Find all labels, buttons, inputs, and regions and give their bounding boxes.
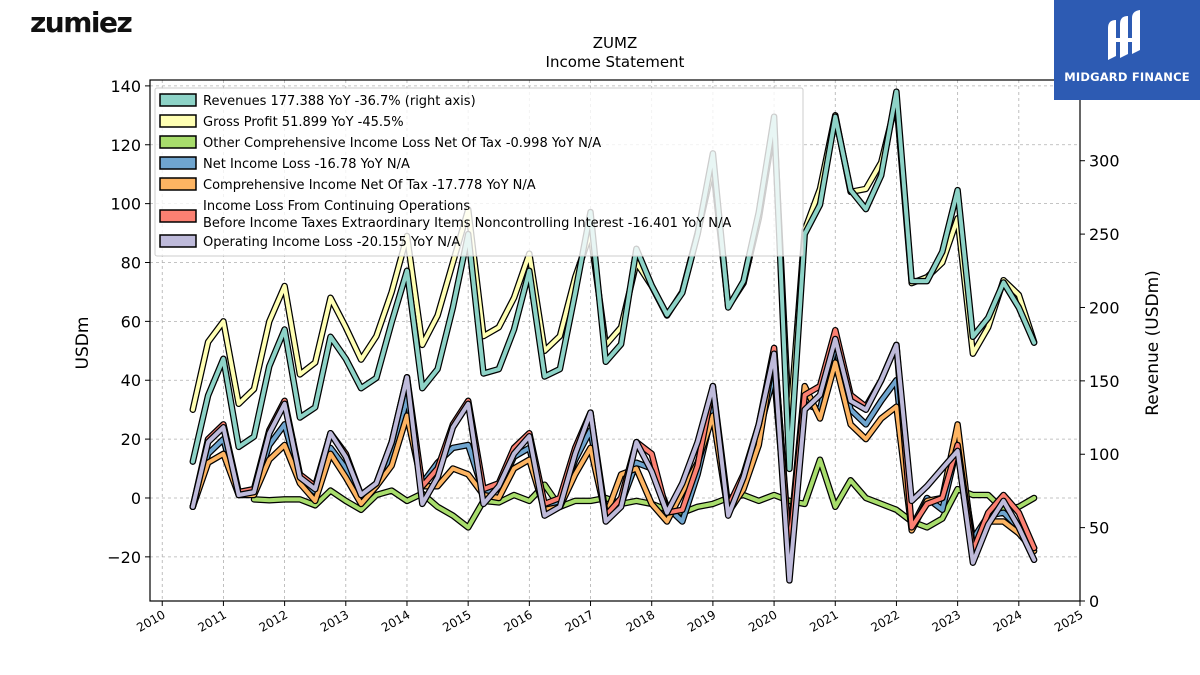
y-axis-label-right: Revenue (USDm) [1143,270,1163,416]
series-operating [189,335,1038,584]
legend-label-revenues: Revenues 177.388 YoY -36.7% (right axis) [203,94,476,109]
legend-swatch-comprehensive [159,177,197,191]
x-tick-label: 2019 [685,607,718,634]
y-tick-label-left: 60 [121,312,141,331]
chart-title: ZUMZ [593,34,637,52]
x-tick-label: 2023 [930,607,963,634]
y-tick-label-left: 0 [131,489,141,508]
legend-swatch-pretax [159,209,197,223]
series-lines [189,88,1038,584]
x-tick-label: 2017 [563,607,596,634]
x-tick-label: 2010 [134,607,167,634]
y-tick-label-right: 300 [1089,152,1120,171]
legend-label-pretax: Income Loss From Continuing Operations [203,199,470,214]
x-tick-label: 2013 [318,607,351,634]
x-tick-label: 2020 [746,607,779,634]
brand-logo: zumiez [30,6,133,39]
legend-label-net_income: Net Income Loss -16.78 YoY N/A [203,157,410,172]
series-revenues [189,88,1038,473]
y-tick-label-right: 50 [1089,519,1109,538]
x-tick-label: 2016 [501,607,534,634]
series-line-revenues [190,89,1037,471]
legend-swatch-operating [159,234,197,248]
plot-frame [149,79,1081,602]
y-tick-label-right: 200 [1089,298,1120,317]
legend-label-gross_profit: Gross Profit 51.899 YoY -45.5% [203,115,404,130]
y-tick-label-right: 150 [1089,372,1120,391]
y-tick-label-left: 80 [121,253,141,272]
y-tick-label-left: 40 [121,371,141,390]
y-tick-label-left: 140 [110,77,141,96]
legend-label-ocil: Other Comprehensive Income Loss Net Of T… [203,136,601,151]
legend-box [154,87,804,257]
legend-swatch-ocil [159,135,197,149]
legend-label-operating: Operating Income Loss -20.155 YoY N/A [203,235,460,250]
midgard-logo-icon [1108,10,1140,60]
y-tick-label-left: 120 [110,136,141,155]
series-comprehensive [189,347,1038,555]
legend: Revenues 177.388 YoY -36.7% (right axis)… [154,87,804,257]
x-tick-label: 2015 [440,607,473,634]
y-tick-label-left: −20 [107,548,141,567]
y-tick-label-right: 250 [1089,225,1120,244]
y-axis-label-left: USDm [73,317,93,370]
y-tick-label-left: 100 [110,195,141,214]
x-tick-label: 2018 [624,607,657,634]
series-line-comprehensive [190,348,1037,553]
x-tick-label: 2021 [807,607,840,634]
series-ocil [250,456,1038,531]
series-line-ocil [252,457,1037,530]
x-tick-label: 2025 [1052,607,1085,634]
badge-text: MIDGARD FINANCE [1064,70,1190,84]
x-tick-label: 2014 [379,607,412,634]
y-tick-label-right: 100 [1089,445,1120,464]
x-tick-label: 2012 [257,607,290,634]
x-tick-label: 2022 [868,607,901,634]
legend-label-comprehensive: Comprehensive Income Net Of Tax -17.778 … [203,178,536,193]
legend-swatch-gross_profit [159,114,197,128]
y-tick-label-left: 20 [121,430,141,449]
series-line-operating [190,337,1037,583]
x-tick-label: 2024 [991,607,1024,634]
y-tick-label-right: 0 [1089,592,1099,611]
legend-swatch-revenues [159,93,197,107]
chart-subtitle: Income Statement [546,53,685,71]
x-tick-label: 2011 [195,607,228,634]
axes: −20 0 20 40 60 80 100 120 140 0 50 100 150 200 250 300 2… [107,77,1119,635]
legend-label-pretax: Before Income Taxes Extraordinary Items … [203,216,731,231]
midgard-finance-badge: MIDGARD FINANCE [1054,0,1200,100]
legend-swatch-net_income [159,156,197,170]
